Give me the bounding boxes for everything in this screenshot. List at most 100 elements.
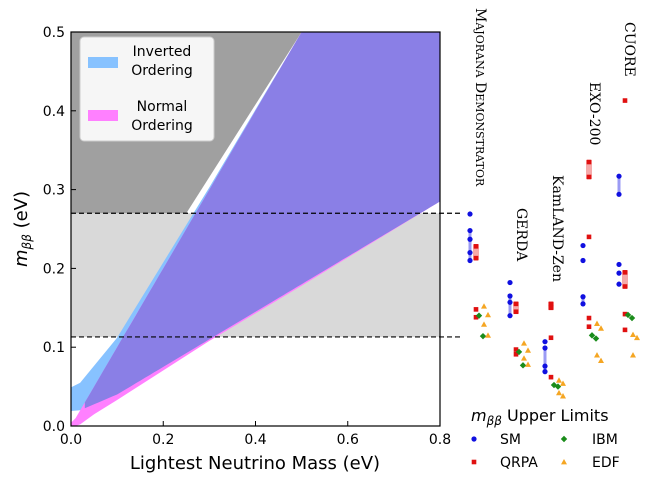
ibm-point [515, 348, 523, 356]
legend-marker-edf [561, 459, 567, 465]
qrpa-point [548, 374, 554, 380]
experiment-limits-panel: MAJORANA DEMONSTRATOR GERDA KamLAND-Zen EXO… [467, 8, 640, 399]
legend-label-inverted-line2: Ordering [131, 63, 192, 79]
sm-point [616, 261, 622, 268]
sm-point [542, 345, 548, 351]
legend-label-edf: EDF [592, 455, 620, 471]
legend-marker-ibm [560, 435, 568, 443]
edf-point [594, 320, 600, 326]
qrpa-point [622, 98, 628, 103]
sm-point [542, 339, 548, 345]
qrpa-point [473, 307, 479, 312]
qrpa-range-bar [586, 160, 592, 179]
sm-point [580, 301, 586, 307]
qrpa-point [513, 309, 519, 315]
ibm-point [588, 332, 596, 339]
edf-point [594, 352, 600, 358]
qrpa-point [513, 301, 519, 307]
experiment-label: GERDA [513, 208, 529, 262]
sm-point [580, 294, 586, 300]
edf-point [521, 355, 527, 361]
edf-point [485, 332, 491, 338]
qrpa-point [548, 301, 554, 307]
edf-point [556, 389, 562, 396]
legend-label-sm: SM [500, 432, 521, 448]
qrpa-point [622, 284, 628, 289]
legend-marker-qrpa [471, 459, 477, 465]
experiment-label: CUORE [621, 22, 637, 77]
sm-point [507, 313, 513, 319]
edf-point [525, 361, 531, 367]
ibm-point [592, 335, 600, 342]
qrpa-point [513, 347, 519, 352]
experiment-label-part: EXO-200 [586, 82, 602, 145]
edf-point [481, 303, 487, 309]
qrpa-point [586, 159, 592, 165]
sm-point [507, 299, 513, 305]
upper-limits-title: mββ Upper Limits [471, 406, 609, 428]
legend-label-ibm: IBM [592, 432, 618, 448]
y-axis-title-m: m [11, 249, 32, 267]
experiment-label-part: GERDA [513, 208, 529, 262]
x-tick-label: 0.6 [337, 432, 359, 448]
edf-point [598, 357, 604, 363]
experiment-label-part: KamLAND-Zen [549, 175, 565, 282]
qrpa-point [473, 244, 479, 249]
y-tick-label: 0.3 [43, 183, 65, 199]
qrpa-point [586, 234, 592, 240]
experiment-label-part: M [472, 8, 488, 22]
experiment-4: CUORE [616, 22, 640, 358]
x-axis-title: Lightest Neutrino Mass (eV) [130, 453, 380, 474]
qrpa-point [622, 311, 628, 317]
edf-point [525, 347, 531, 353]
ibm-point [628, 314, 636, 322]
edf-point [630, 331, 636, 337]
y-tick-label: 0.2 [43, 261, 65, 277]
sm-point [616, 173, 622, 179]
sm-point [542, 369, 548, 375]
sm-point [580, 257, 586, 264]
qrpa-point [622, 270, 628, 275]
upper-limits-legend: mββ Upper Limits SM IBM QRPA EDF [471, 406, 620, 471]
edf-point [634, 334, 640, 341]
y-axis-title: mββ (eV) [11, 191, 34, 267]
experiment-label-part: CUORE [621, 22, 637, 77]
experiment-0: MAJORANA DEMONSTRATOR [467, 8, 491, 340]
sm-point [580, 242, 586, 249]
x-tick-label: 0.8 [429, 432, 451, 448]
y-tick-label: 0.4 [43, 104, 65, 120]
qrpa-point [586, 174, 592, 180]
qrpa-point [548, 305, 554, 311]
sm-point [616, 191, 622, 197]
edf-point [556, 377, 562, 383]
qrpa-point [548, 335, 554, 341]
upper-limits-title-rest: Upper Limits [502, 406, 609, 425]
experiment-label-part: EMONSTRATOR [473, 93, 486, 187]
edf-point [630, 352, 636, 358]
sm-point [467, 236, 473, 242]
upper-limits-title-sub: ββ [486, 414, 503, 428]
ibm-point [624, 311, 632, 319]
sm-point [467, 250, 473, 256]
sm-point [467, 257, 473, 264]
ibm-point [475, 312, 483, 319]
sm-point [467, 211, 473, 217]
experiment-label: MAJORANA DEMONSTRATOR [472, 8, 488, 187]
edf-point [560, 380, 566, 386]
overlap-area [84, 32, 440, 409]
qrpa-range-bar [622, 270, 628, 289]
qrpa-point [622, 327, 628, 333]
sm-point [616, 270, 622, 276]
qrpa-range-bar [473, 244, 479, 261]
experiment-label-part: AJORANA [473, 21, 486, 78]
y-axis-title-unit: (eV) [11, 191, 32, 234]
x-tick-label: 0.0 [60, 432, 82, 448]
y-tick-label: 0.5 [43, 25, 65, 41]
legend-swatch-inverted [88, 57, 118, 68]
edf-point [598, 325, 604, 331]
experiment-1: GERDA [507, 208, 531, 369]
legend-marker-sm [471, 436, 477, 442]
sm-point [507, 293, 513, 299]
qrpa-point [586, 324, 592, 330]
legend-swatch-normal [88, 110, 118, 121]
